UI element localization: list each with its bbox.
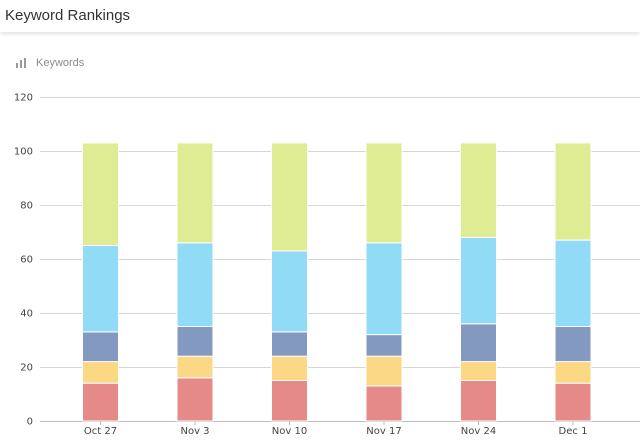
chart-legend[interactable]: Keywords [16,55,84,71]
x-tick-label: Dec 1 [559,426,588,437]
bar-segment-4-oct-27[interactable] [82,245,119,333]
bar-segment-2-nov-10[interactable] [271,355,308,382]
bar-segment-3-nov-17[interactable] [365,334,403,357]
bar-segment-1-nov-17[interactable] [365,385,403,422]
bar-segment-1-nov-3[interactable] [176,377,214,422]
y-tick-label: 60 [20,255,33,266]
widget-header: Keyword Rankings [0,0,640,32]
x-tick-label: Oct 27 [84,426,117,437]
bar-segment-4-dec-1[interactable] [554,239,592,328]
y-tick-label: 0 [27,417,33,428]
bar-segment-1-dec-1[interactable] [554,382,592,422]
bar-segment-5-dec-1[interactable] [554,142,592,241]
widget-title: Keyword Rankings [5,7,131,24]
bar-segment-5-nov-17[interactable] [365,142,403,244]
x-tick-label: Nov 3 [180,426,209,437]
bar-segment-2-nov-17[interactable] [365,355,403,387]
y-tick-label: 40 [20,309,33,320]
bar-segment-3-dec-1[interactable] [554,326,592,363]
bar-segment-2-nov-24[interactable] [460,361,497,382]
bar-segment-3-oct-27[interactable] [82,331,119,363]
y-tick-label: 20 [20,363,33,374]
bar-segment-5-oct-27[interactable] [82,142,119,246]
y-tick-label: 100 [14,147,33,158]
bar-segment-4-nov-3[interactable] [176,242,214,327]
bar-segment-4-nov-10[interactable] [271,250,308,333]
bar-segment-1-nov-24[interactable] [460,380,497,422]
bar-segment-3-nov-10[interactable] [271,331,308,357]
y-tick-label: 120 [14,93,33,104]
bar-chart-icon [16,58,27,68]
x-tick-label: Nov 17 [366,426,401,437]
bar-segment-4-nov-24[interactable] [460,236,497,325]
x-tick-label: Nov 24 [461,426,496,437]
bar-segment-3-nov-3[interactable] [176,326,214,357]
bar-segment-2-dec-1[interactable] [554,361,592,384]
bar-segment-1-oct-27[interactable] [82,382,119,422]
bar-segment-5-nov-24[interactable] [460,142,497,238]
x-tick-label: Nov 10 [272,426,307,437]
bar-segment-1-nov-10[interactable] [271,380,308,422]
bar-segment-2-oct-27[interactable] [82,361,119,384]
legend-label-keywords: Keywords [36,57,85,69]
bar-segment-5-nov-10[interactable] [271,142,308,252]
y-tick-label: 80 [20,201,33,212]
bar-segment-5-nov-3[interactable] [176,142,214,244]
bar-segment-4-nov-17[interactable] [365,242,403,336]
bar-segment-3-nov-24[interactable] [460,323,497,363]
bar-segment-2-nov-3[interactable] [176,355,214,379]
